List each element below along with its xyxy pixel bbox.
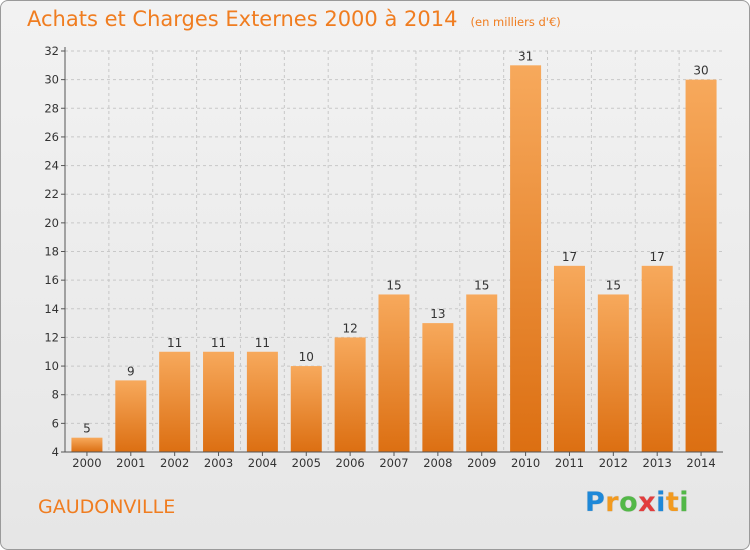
logo-letter: o <box>619 487 639 518</box>
bar <box>685 79 717 453</box>
tick-labels: 4 6 8 10 12 14 16 18 20 22 24 26 28 30 32 5 2000 9 2001 11 2… <box>44 44 715 470</box>
bar-value-label: 17 <box>650 250 665 264</box>
bar <box>378 294 410 452</box>
chart-title-group: Achats et Charges Externes 2000 à 2014 (… <box>27 7 561 31</box>
logo-letter: t <box>665 487 680 518</box>
y-tick-label: 12 <box>44 330 59 344</box>
y-tick-label: 22 <box>44 187 59 201</box>
x-tick-label: 2008 <box>423 456 452 470</box>
bar-value-label: 17 <box>562 250 577 264</box>
bar <box>553 265 585 452</box>
bar-value-label: 5 <box>83 422 91 436</box>
x-tick-label: 2006 <box>335 456 364 470</box>
bar-value-label: 15 <box>474 278 489 292</box>
bar <box>246 351 278 452</box>
y-tick-label: 4 <box>52 445 59 459</box>
bar <box>641 265 673 452</box>
bar-value-label: 11 <box>211 336 226 350</box>
x-tick-label: 2009 <box>467 456 496 470</box>
x-tick-label: 2014 <box>686 456 715 470</box>
logo-letter: r <box>605 487 620 518</box>
y-tick-label: 6 <box>52 416 59 430</box>
proxiti-logo: Proxiti <box>585 487 689 518</box>
x-tick-label: 2005 <box>292 456 321 470</box>
x-tick-label: 2002 <box>160 456 189 470</box>
logo-letter: x <box>638 487 657 518</box>
x-tick-label: 2010 <box>511 456 540 470</box>
y-tick-label: 28 <box>44 101 59 115</box>
bar-value-label: 31 <box>518 49 533 63</box>
bar-value-label: 30 <box>693 64 708 78</box>
bar <box>597 294 629 452</box>
bar-value-label: 13 <box>430 307 445 321</box>
x-tick-label: 2001 <box>116 456 145 470</box>
bar-value-label: 12 <box>342 321 357 335</box>
logo-letter: i <box>679 487 690 518</box>
y-tick-label: 8 <box>52 388 59 402</box>
x-tick-label: 2000 <box>72 456 101 470</box>
bars <box>71 65 717 453</box>
bar <box>290 366 322 452</box>
bar <box>71 437 103 452</box>
bar <box>422 323 454 452</box>
logo-letter: P <box>585 487 606 518</box>
x-tick-label: 2013 <box>643 456 672 470</box>
logo-letter: i <box>656 487 666 518</box>
y-tick-label: 10 <box>44 359 59 373</box>
bar-value-label: 11 <box>255 336 270 350</box>
y-tick-label: 18 <box>44 245 59 259</box>
bar-value-label: 9 <box>127 364 135 378</box>
town-name: GAUDONVILLE <box>38 496 176 518</box>
chart-subtitle: (en milliers d'€) <box>470 15 561 29</box>
x-tick-label: 2004 <box>248 456 277 470</box>
y-tick-label: 20 <box>44 216 59 230</box>
chart-title: Achats et Charges Externes 2000 à 2014 <box>27 7 458 31</box>
y-tick-label: 30 <box>44 73 59 87</box>
y-tick-label: 16 <box>44 273 59 287</box>
bar <box>159 351 191 452</box>
bar-value-label: 15 <box>606 278 621 292</box>
x-tick-label: 2003 <box>204 456 233 470</box>
bar <box>466 294 498 452</box>
bar <box>203 351 235 452</box>
bar-value-label: 15 <box>386 278 401 292</box>
y-tick-label: 24 <box>44 159 59 173</box>
y-tick-label: 26 <box>44 130 59 144</box>
bar-value-label: 11 <box>167 336 182 350</box>
bar <box>115 380 147 452</box>
x-tick-label: 2007 <box>379 456 408 470</box>
x-tick-label: 2012 <box>599 456 628 470</box>
bar-value-label: 10 <box>299 350 314 364</box>
bar <box>334 337 366 452</box>
bar <box>510 65 542 453</box>
y-tick-label: 14 <box>44 302 59 316</box>
x-tick-label: 2011 <box>555 456 584 470</box>
axes <box>61 47 723 456</box>
y-tick-label: 32 <box>44 44 59 58</box>
